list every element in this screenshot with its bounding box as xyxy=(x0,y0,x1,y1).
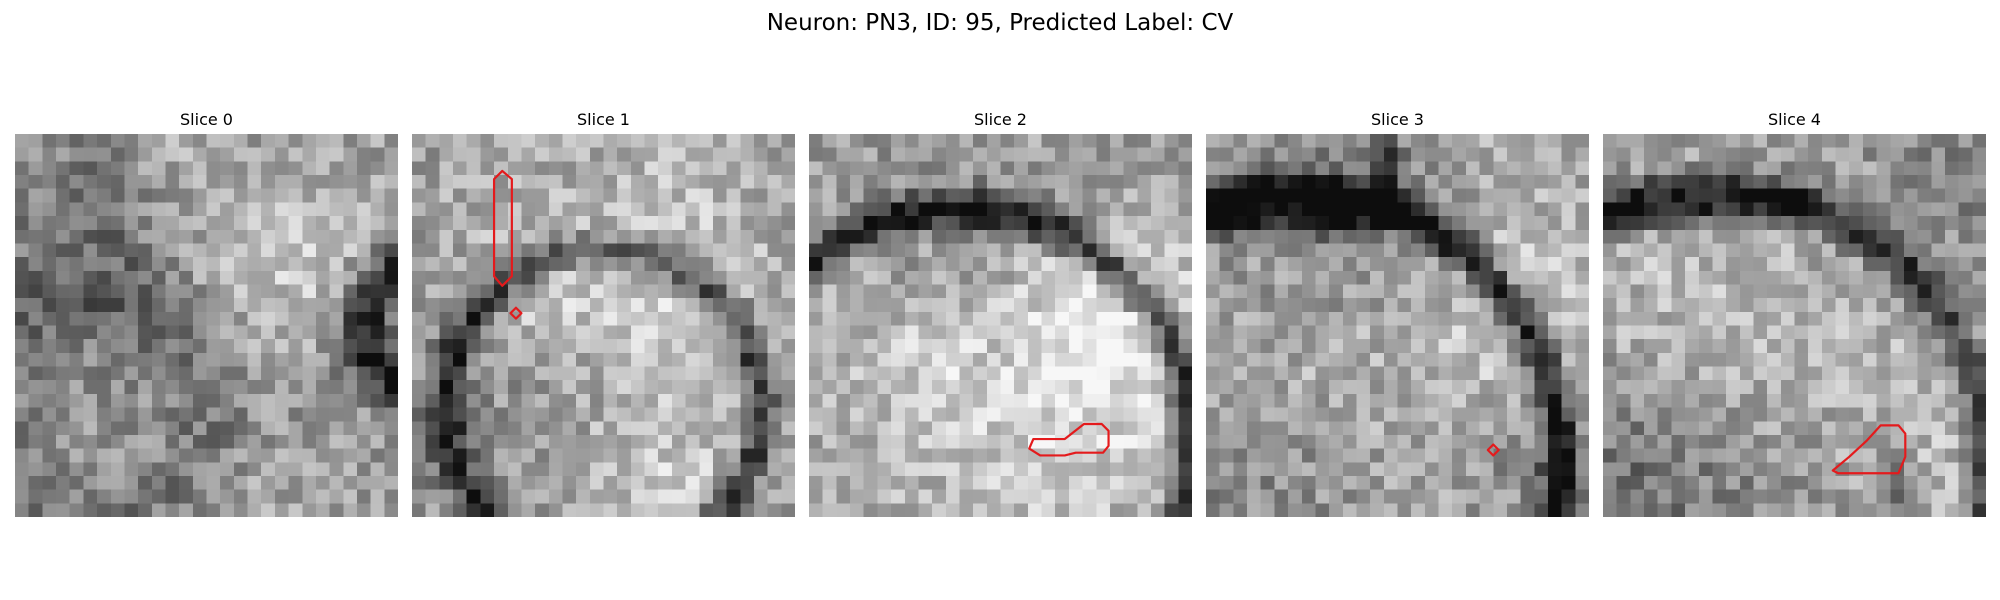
figure-title: Neuron: PN3, ID: 95, Predicted Label: CV xyxy=(766,10,1234,36)
slice-panel-1: Slice 1 xyxy=(412,110,795,517)
slice-title-2: Slice 2 xyxy=(974,110,1027,129)
slice-image-1 xyxy=(412,134,795,517)
slice-title-0: Slice 0 xyxy=(180,110,233,129)
slice-image-3 xyxy=(1206,134,1589,517)
slice-panel-0: Slice 0 xyxy=(15,110,398,517)
slice-title-1: Slice 1 xyxy=(577,110,630,129)
slice-panel-3: Slice 3 xyxy=(1206,110,1589,517)
slice-image-4 xyxy=(1603,134,1986,517)
slice-image-0 xyxy=(15,134,398,517)
contour-outline xyxy=(1028,422,1110,457)
contour-outline xyxy=(1831,424,1907,475)
slice-image-2 xyxy=(809,134,1192,517)
slice-panel-4: Slice 4 xyxy=(1603,110,1986,517)
contour-outline xyxy=(492,169,513,287)
contour-outline xyxy=(1486,443,1500,457)
slice-title-3: Slice 3 xyxy=(1371,110,1424,129)
slice-title-4: Slice 4 xyxy=(1768,110,1821,129)
contour-outline xyxy=(509,306,523,320)
slice-panel-2: Slice 2 xyxy=(809,110,1192,517)
